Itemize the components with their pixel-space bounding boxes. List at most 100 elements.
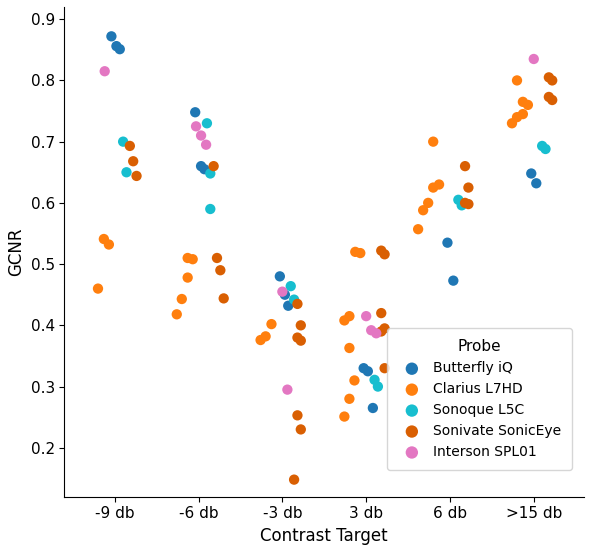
Clarius L7HD	[350, 247, 360, 256]
Clarius L7HD	[434, 180, 444, 189]
Sonoque L5C	[454, 195, 463, 204]
Clarius L7HD	[523, 100, 532, 109]
Sonivate SonicEye	[547, 76, 557, 85]
Sonoque L5C	[118, 137, 128, 146]
Legend: Butterfly iQ, Clarius L7HD, Sonoque L5C, Sonivate SonicEye, Interson SPL01: Butterfly iQ, Clarius L7HD, Sonoque L5C,…	[387, 328, 572, 470]
Interson SPL01	[196, 131, 206, 140]
Clarius L7HD	[183, 273, 193, 282]
Sonivate SonicEye	[296, 425, 306, 434]
Clarius L7HD	[99, 235, 109, 243]
Butterfly iQ	[443, 238, 452, 247]
Sonivate SonicEye	[376, 327, 386, 336]
Sonivate SonicEye	[293, 333, 302, 342]
Sonoque L5C	[541, 145, 550, 153]
Interson SPL01	[282, 385, 292, 394]
Butterfly iQ	[363, 367, 372, 376]
Y-axis label: GCNR: GCNR	[7, 227, 25, 276]
Butterfly iQ	[527, 169, 536, 178]
Clarius L7HD	[350, 376, 359, 385]
Butterfly iQ	[284, 301, 293, 310]
Clarius L7HD	[518, 110, 528, 119]
Clarius L7HD	[345, 312, 354, 321]
Sonoque L5C	[286, 282, 296, 290]
Sonoque L5C	[122, 168, 131, 177]
Butterfly iQ	[275, 272, 285, 281]
Sonivate SonicEye	[380, 250, 389, 259]
Sonivate SonicEye	[209, 162, 218, 171]
Butterfly iQ	[196, 162, 206, 171]
Sonivate SonicEye	[464, 200, 473, 209]
Clarius L7HD	[183, 253, 193, 262]
Clarius L7HD	[512, 113, 522, 121]
Butterfly iQ	[368, 404, 378, 412]
Clarius L7HD	[104, 240, 113, 249]
Interson SPL01	[202, 140, 211, 149]
Interson SPL01	[529, 55, 538, 63]
Sonivate SonicEye	[216, 266, 225, 275]
Clarius L7HD	[345, 394, 354, 403]
Interson SPL01	[278, 287, 287, 296]
Clarius L7HD	[93, 284, 103, 293]
Sonivate SonicEye	[290, 475, 299, 484]
Sonivate SonicEye	[460, 199, 470, 208]
Sonivate SonicEye	[125, 141, 135, 150]
Interson SPL01	[372, 329, 381, 338]
Butterfly iQ	[112, 42, 121, 51]
Sonoque L5C	[206, 169, 215, 178]
Sonivate SonicEye	[464, 183, 473, 192]
Clarius L7HD	[356, 248, 365, 257]
Butterfly iQ	[115, 45, 125, 54]
Butterfly iQ	[280, 290, 290, 299]
Butterfly iQ	[359, 364, 368, 373]
Clarius L7HD	[188, 255, 197, 264]
Sonivate SonicEye	[128, 157, 138, 166]
Clarius L7HD	[172, 310, 181, 319]
Clarius L7HD	[512, 76, 522, 85]
Butterfly iQ	[200, 165, 209, 174]
Interson SPL01	[362, 312, 371, 321]
Sonivate SonicEye	[460, 162, 470, 171]
Clarius L7HD	[418, 206, 428, 215]
Sonivate SonicEye	[132, 172, 141, 181]
Sonoque L5C	[202, 119, 212, 128]
Sonivate SonicEye	[376, 246, 386, 255]
Sonivate SonicEye	[293, 411, 302, 420]
X-axis label: Contrast Target: Contrast Target	[261, 527, 388, 545]
Sonivate SonicEye	[380, 324, 389, 333]
Sonoque L5C	[457, 201, 466, 210]
Clarius L7HD	[424, 199, 433, 208]
Sonivate SonicEye	[547, 95, 557, 104]
Sonivate SonicEye	[376, 309, 386, 317]
Sonivate SonicEye	[380, 364, 389, 373]
Clarius L7HD	[518, 98, 528, 107]
Clarius L7HD	[340, 412, 349, 421]
Sonivate SonicEye	[296, 321, 306, 330]
Butterfly iQ	[106, 32, 116, 41]
Butterfly iQ	[190, 108, 200, 116]
Clarius L7HD	[340, 316, 349, 325]
Sonoque L5C	[373, 382, 382, 391]
Sonoque L5C	[290, 295, 299, 304]
Sonoque L5C	[206, 205, 215, 214]
Clarius L7HD	[507, 119, 517, 128]
Sonoque L5C	[370, 375, 379, 384]
Clarius L7HD	[177, 295, 187, 304]
Clarius L7HD	[256, 336, 265, 344]
Sonivate SonicEye	[544, 73, 554, 82]
Butterfly iQ	[531, 179, 541, 188]
Sonoque L5C	[537, 141, 547, 150]
Clarius L7HD	[413, 225, 423, 233]
Sonivate SonicEye	[544, 93, 554, 102]
Sonivate SonicEye	[296, 336, 306, 345]
Butterfly iQ	[449, 276, 458, 285]
Clarius L7HD	[428, 137, 438, 146]
Sonivate SonicEye	[219, 294, 229, 303]
Interson SPL01	[100, 67, 109, 76]
Clarius L7HD	[267, 320, 276, 328]
Interson SPL01	[191, 122, 201, 131]
Clarius L7HD	[428, 183, 438, 192]
Clarius L7HD	[261, 332, 270, 341]
Interson SPL01	[366, 326, 376, 335]
Sonivate SonicEye	[293, 300, 302, 309]
Sonivate SonicEye	[212, 253, 222, 262]
